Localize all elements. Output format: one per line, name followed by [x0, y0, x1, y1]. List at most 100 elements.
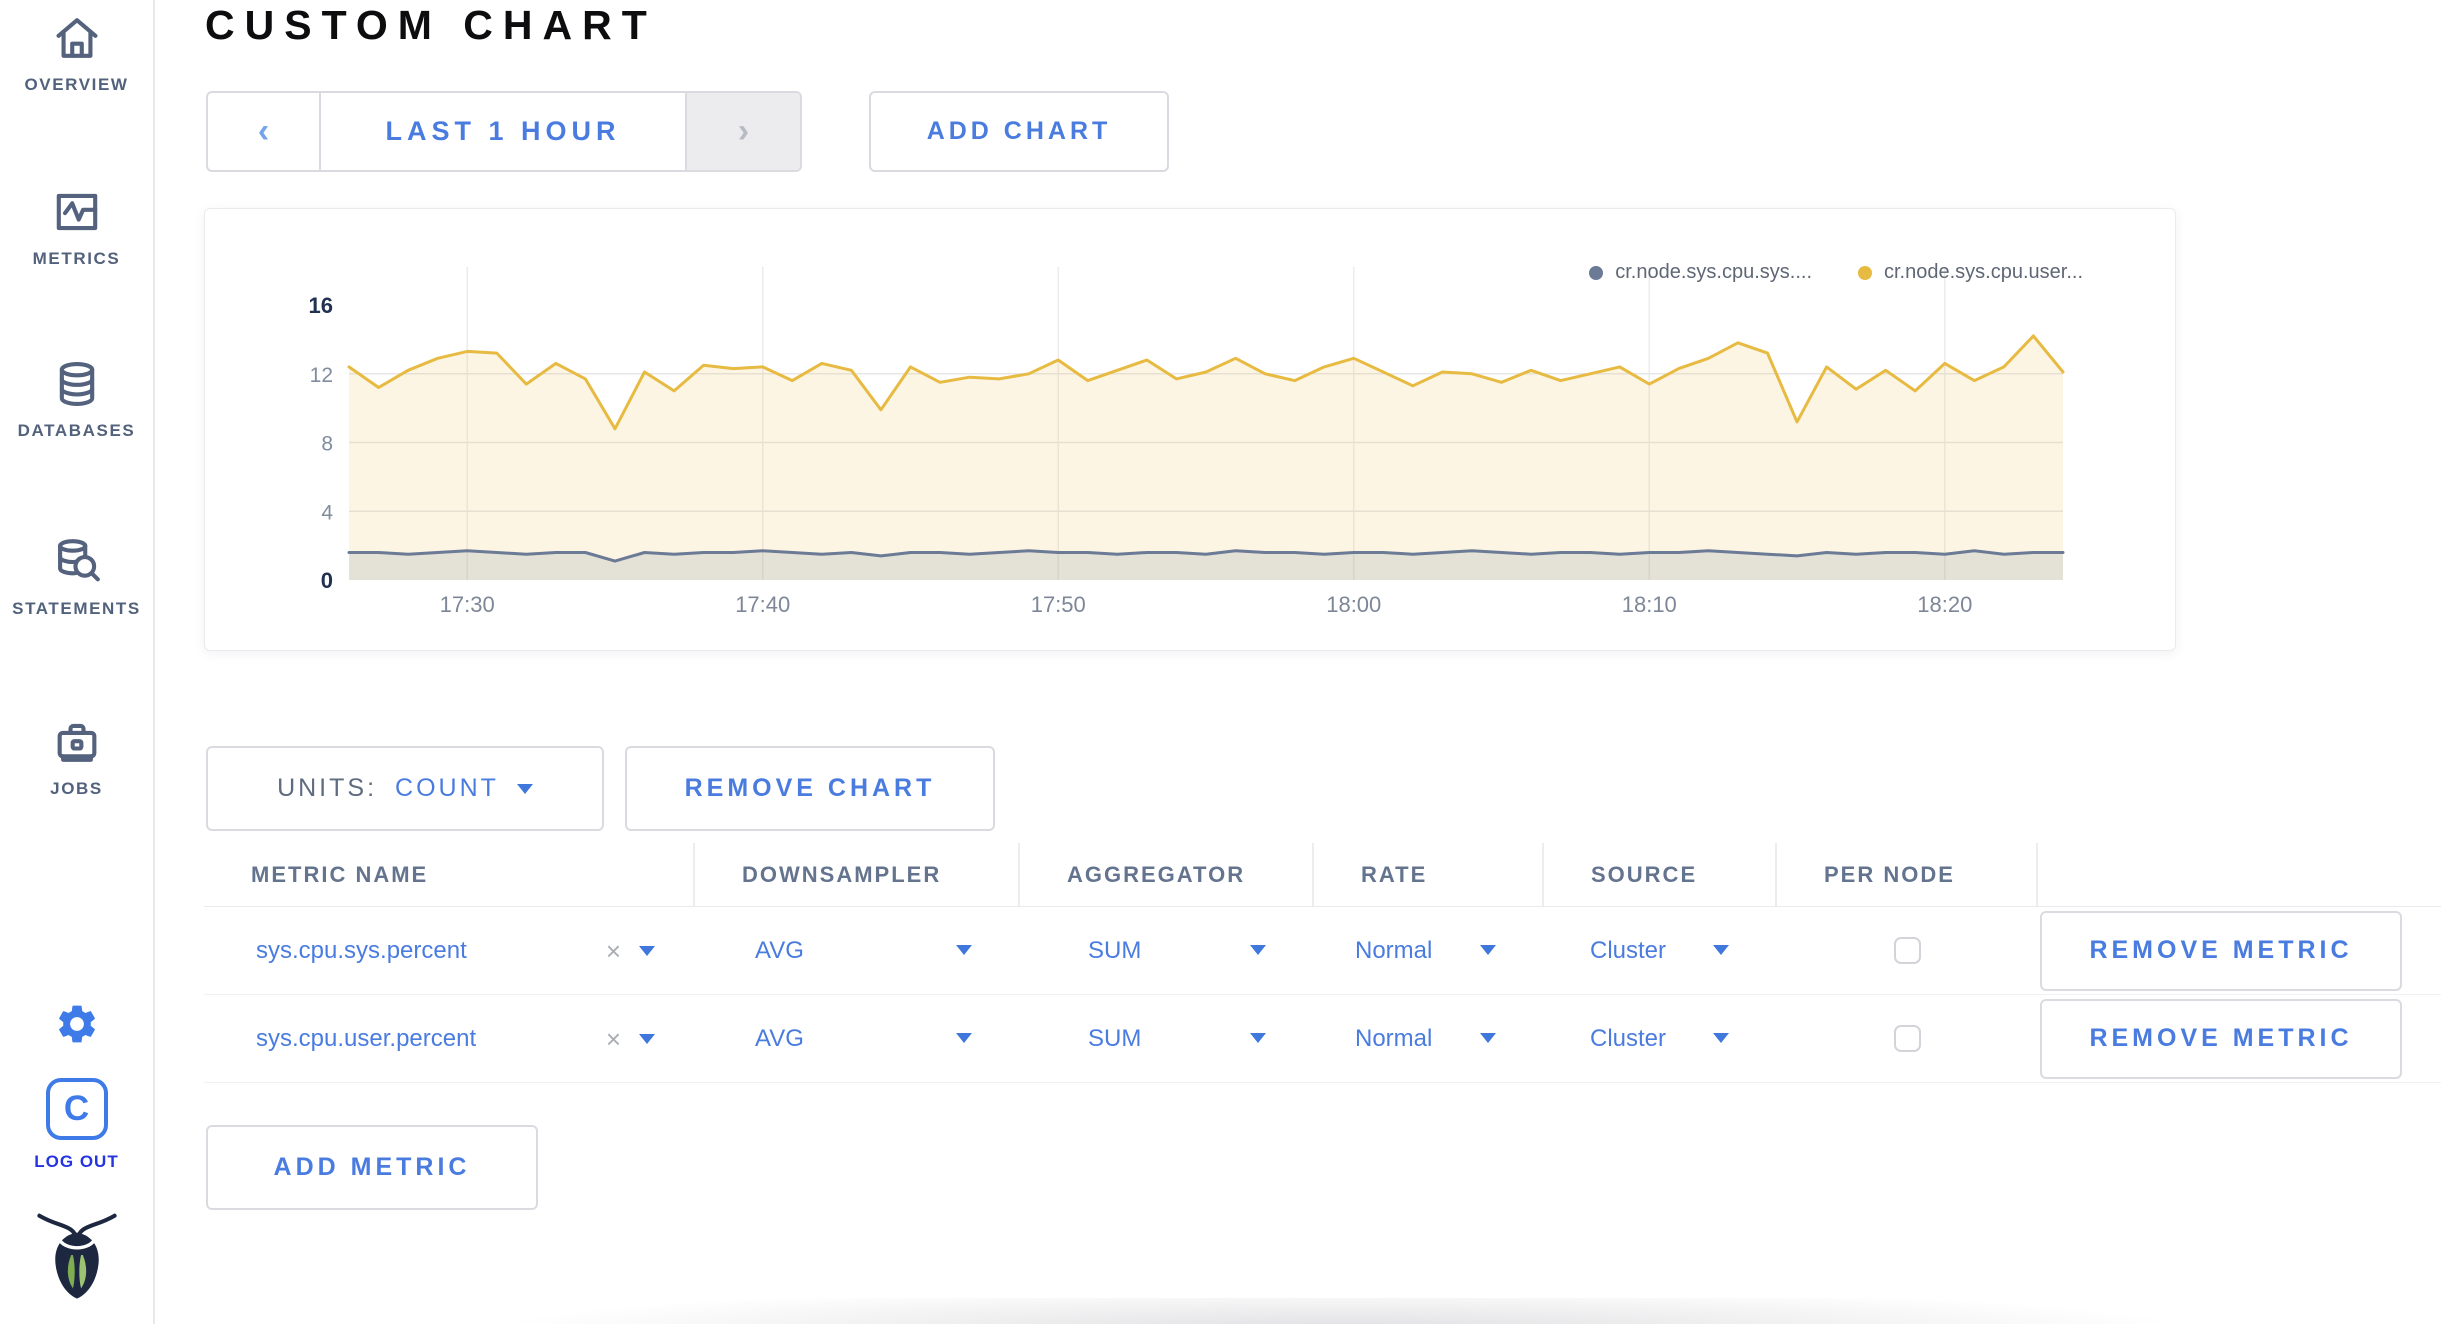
chevron-down-icon[interactable] [1713, 1032, 1729, 1043]
y-axis-tick: 0 [321, 568, 333, 593]
chevron-down-icon [516, 783, 533, 794]
rate-value: Normal [1355, 936, 1433, 964]
units-value: COUNT [395, 774, 499, 802]
database-icon [59, 362, 94, 406]
jobs-icon [57, 723, 96, 762]
y-axis-tick: 12 [310, 364, 333, 387]
per-node-cell [1777, 907, 2038, 994]
sidebar-item-label: OVERVIEW [24, 75, 129, 94]
logout-label: LOG OUT [34, 1152, 119, 1171]
remove-chart-button[interactable]: REMOVE CHART [625, 746, 995, 831]
chevron-down-icon[interactable] [639, 1033, 655, 1044]
header-actions [2038, 843, 2441, 906]
sidebar-item-label: METRICS [32, 249, 121, 268]
per-node-checkbox[interactable] [1894, 937, 1921, 964]
add-chart-button[interactable]: ADD CHART [869, 91, 1169, 172]
chevron-left-icon: ‹ [257, 112, 270, 150]
chevron-down-icon[interactable] [956, 1032, 972, 1043]
metric-name-select[interactable]: sys.cpu.sys.percent × [204, 907, 695, 994]
metrics-table-body: sys.cpu.sys.percent × AVG SUM Normal Clu… [204, 907, 2441, 1083]
clear-metric-icon[interactable]: × [605, 935, 621, 966]
rate-select[interactable]: Normal [1314, 907, 1544, 994]
per-node-cell [1777, 995, 2038, 1082]
table-row: sys.cpu.sys.percent × AVG SUM Normal Clu… [204, 907, 2441, 995]
downsampler-value: AVG [755, 936, 804, 964]
time-range-next-button[interactable]: › [685, 93, 800, 170]
action-cell: REMOVE METRIC [2038, 995, 2441, 1082]
y-axis-tick: 8 [321, 433, 333, 456]
source-value: Cluster [1590, 1024, 1667, 1052]
y-axis-tick: 4 [321, 501, 333, 524]
chevron-down-icon[interactable] [1480, 1032, 1496, 1043]
chevron-down-icon[interactable] [1713, 944, 1729, 955]
chevron-right-icon: › [737, 112, 750, 150]
source-select[interactable]: Cluster [1544, 995, 1777, 1082]
time-range-selector: ‹ LAST 1 HOUR › [206, 91, 802, 172]
add-metric-button[interactable]: ADD METRIC [206, 1125, 538, 1210]
chevron-down-icon[interactable] [1250, 944, 1266, 955]
x-axis-tick: 18:20 [1917, 592, 1972, 617]
time-range-label[interactable]: LAST 1 HOUR [385, 116, 621, 146]
sidebar-item-databases[interactable]: DATABASES [0, 358, 153, 441]
source-value: Cluster [1590, 936, 1667, 964]
chevron-down-icon[interactable] [639, 945, 655, 956]
sidebar: OVERVIEW METRICS DATABASES STATEMENTS [0, 0, 155, 1324]
home-icon [56, 18, 97, 58]
statements-icon [57, 539, 100, 582]
bottom-shadow [320, 1298, 2450, 1324]
gear-icon [58, 1005, 95, 1043]
metrics-table: METRIC NAME DOWNSAMPLER AGGREGATOR RATE … [204, 843, 2441, 1083]
metrics-table-header: METRIC NAME DOWNSAMPLER AGGREGATOR RATE … [204, 843, 2441, 907]
legend-label: cr.node.sys.cpu.sys.... [1615, 261, 1812, 283]
per-node-checkbox[interactable] [1894, 1025, 1921, 1052]
table-row: sys.cpu.user.percent × AVG SUM Normal Cl… [204, 995, 2441, 1083]
cockroach-logo[interactable] [0, 1210, 153, 1300]
metric-name-value: sys.cpu.sys.percent [256, 936, 467, 964]
sidebar-item-jobs[interactable]: JOBS [0, 716, 153, 799]
avatar[interactable]: C [45, 1078, 108, 1140]
clear-metric-icon[interactable]: × [605, 1023, 621, 1054]
aggregator-value: SUM [1088, 1024, 1142, 1052]
source-select[interactable]: Cluster [1544, 907, 1777, 994]
sidebar-item-metrics[interactable]: METRICS [0, 186, 153, 269]
header-metric-name: METRIC NAME [204, 843, 695, 906]
user-avatar[interactable]: C [0, 1078, 153, 1140]
rate-select[interactable]: Normal [1314, 995, 1544, 1082]
header-source: SOURCE [1544, 843, 1777, 906]
sidebar-item-statements[interactable]: STATEMENTS [0, 536, 153, 619]
sidebar-item-overview[interactable]: OVERVIEW [0, 12, 153, 95]
logout-link[interactable]: LOG OUT [0, 1152, 153, 1172]
legend-item[interactable]: cr.node.sys.cpu.user... [1858, 261, 2083, 284]
aggregator-select[interactable]: SUM [1020, 907, 1314, 994]
settings-button[interactable] [0, 1001, 153, 1047]
metric-name-value: sys.cpu.user.percent [256, 1024, 477, 1052]
sidebar-item-label: JOBS [50, 779, 103, 798]
downsampler-select[interactable]: AVG [695, 995, 1020, 1082]
legend-item[interactable]: cr.node.sys.cpu.sys.... [1589, 261, 1812, 284]
rate-value: Normal [1355, 1024, 1433, 1052]
remove-metric-button[interactable]: REMOVE METRIC [2040, 910, 2402, 991]
x-axis-tick: 18:10 [1622, 592, 1677, 617]
header-downsampler: DOWNSAMPLER [695, 843, 1020, 906]
chart-panel: 0 4 8 12 16 17:30 17:40 17:50 18:00 18:10 18:20 cr… [204, 208, 2176, 651]
cockroach-logo-icon [36, 1213, 117, 1299]
avatar-letter: C [63, 1089, 90, 1128]
aggregator-select[interactable]: SUM [1020, 995, 1314, 1082]
x-axis-tick: 17:30 [440, 592, 495, 617]
chevron-down-icon[interactable] [1250, 1032, 1266, 1043]
time-range-prev-button[interactable]: ‹ [208, 93, 321, 170]
chevron-down-icon[interactable] [1480, 944, 1496, 955]
legend-dot-icon [1858, 265, 1872, 280]
metric-name-select[interactable]: sys.cpu.user.percent × [204, 995, 695, 1082]
downsampler-select[interactable]: AVG [695, 907, 1020, 994]
aggregator-value: SUM [1088, 936, 1142, 964]
chart-legend: cr.node.sys.cpu.sys.... cr.node.sys.cpu.u… [1589, 261, 2083, 284]
legend-label: cr.node.sys.cpu.user... [1884, 261, 2083, 283]
remove-metric-button[interactable]: REMOVE METRIC [2040, 998, 2402, 1079]
header-per-node: PER NODE [1777, 843, 2038, 906]
x-axis-tick: 17:40 [735, 592, 790, 617]
chevron-down-icon[interactable] [956, 944, 972, 955]
page-title: CUSTOM CHART [205, 2, 657, 48]
units-dropdown[interactable]: UNITS: COUNT [206, 746, 604, 831]
x-axis-tick: 17:50 [1031, 592, 1086, 617]
